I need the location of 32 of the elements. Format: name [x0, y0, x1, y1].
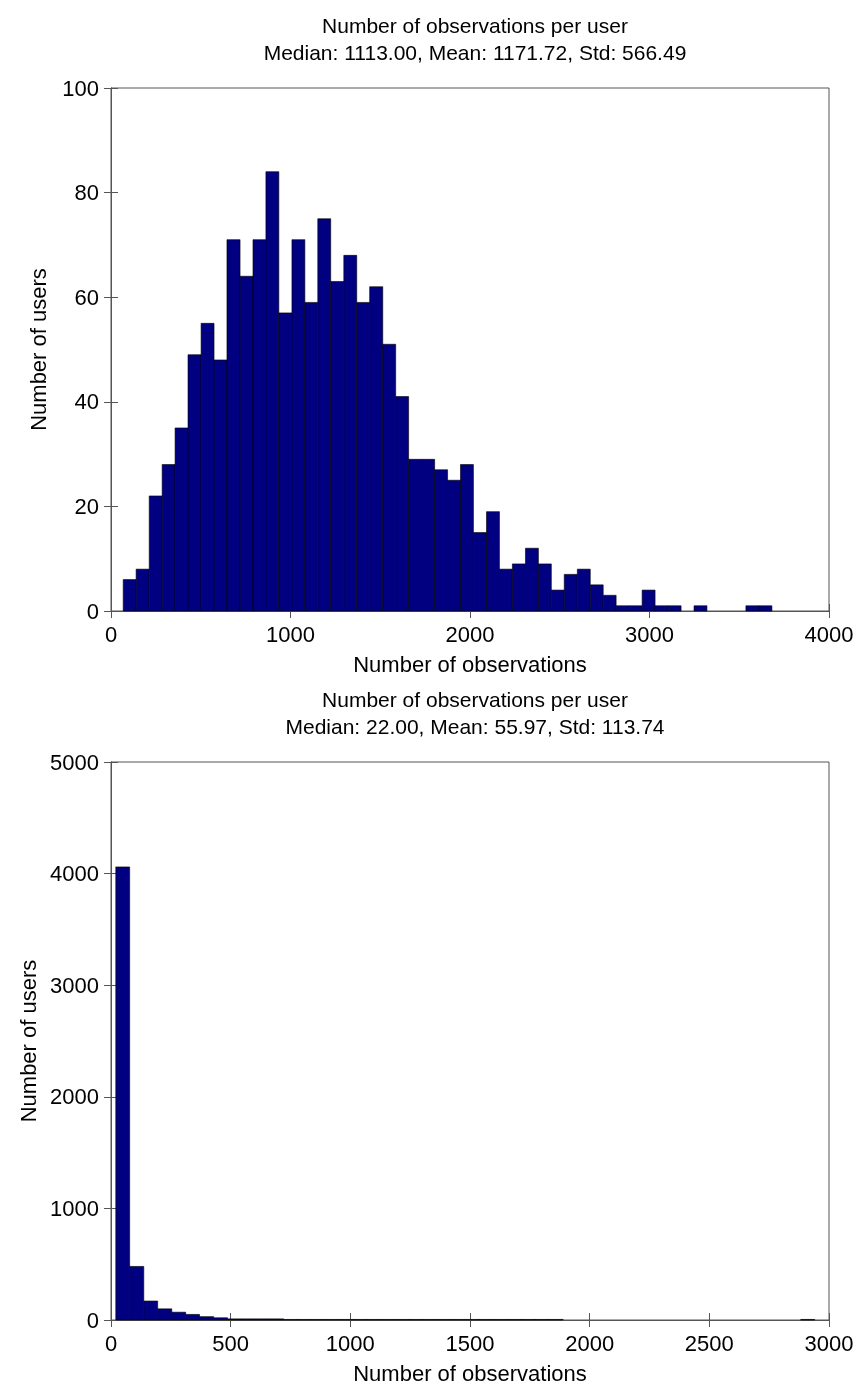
y-tick-label: 60	[74, 284, 99, 310]
x-tick-label: 1000	[266, 621, 315, 647]
y-axis-title: Number of users	[15, 959, 41, 1123]
y-tick-label: 40	[74, 389, 99, 415]
y-tick-label: 80	[74, 180, 99, 206]
x-tick-label: 0	[104, 621, 118, 647]
y-tick-label: 1000	[50, 1195, 99, 1221]
x-tick-label: 2500	[684, 1330, 734, 1356]
y-tick-label: 4000	[50, 861, 99, 887]
y-tick-label: 100	[62, 75, 99, 101]
chart-subtitle: Median: 22.00, Mean: 55.97, Std: 113.74	[285, 715, 665, 738]
chart-title: Number of observations per user	[322, 14, 628, 37]
x-axis-title: Number of observations	[353, 1360, 587, 1386]
x-tick-label: 2000	[445, 621, 495, 647]
x-tick-label: 3000	[625, 621, 674, 647]
y-tick-label: 20	[74, 493, 99, 519]
x-tick-label: 0	[104, 1330, 118, 1356]
y-tick-label: 0	[86, 598, 99, 624]
x-tick-label: 1500	[445, 1330, 495, 1356]
x-axis-title: Number of observations	[353, 651, 587, 677]
x-tick-label: 4000	[804, 621, 854, 647]
y-tick-label: 5000	[50, 749, 99, 775]
x-tick-label: 1000	[325, 1330, 375, 1356]
y-tick-label: 0	[86, 1307, 99, 1333]
chart-subtitle: Median: 1113.00, Mean: 1171.72, Std: 566.49	[263, 41, 687, 64]
chart-title: Number of observations per user	[322, 688, 628, 711]
x-tick-label: 500	[212, 1330, 250, 1356]
y-axis-title: Number of users	[25, 268, 51, 431]
x-tick-label: 3000	[804, 1330, 854, 1356]
x-tick-label: 2000	[565, 1330, 615, 1356]
y-tick-label: 3000	[50, 972, 99, 998]
y-tick-label: 2000	[50, 1084, 99, 1110]
